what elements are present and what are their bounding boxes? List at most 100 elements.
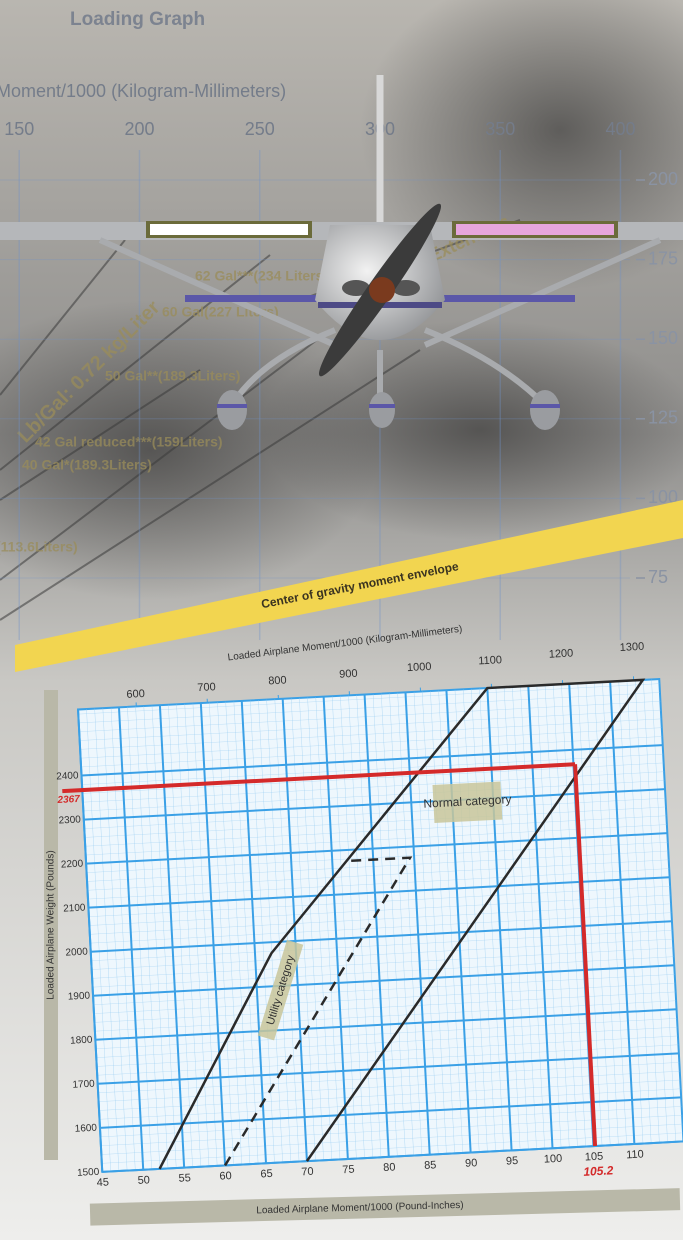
- x-tick-label: 400: [605, 119, 635, 139]
- y-tick-label: 1600: [74, 1123, 97, 1135]
- grid-line: [527, 685, 554, 1149]
- y-tick-label: 1900: [68, 991, 91, 1003]
- envelope-line: [223, 856, 413, 1167]
- envelope-chart: Loaded Airplane Moment/1000 (Kilogram-Mi…: [56, 624, 683, 1189]
- x-tick-label: 90: [465, 1157, 478, 1170]
- x2-tick-label: 1300: [619, 641, 644, 654]
- grid-line: [404, 692, 431, 1155]
- y-tick-label: 2100: [63, 902, 86, 914]
- x-tick-label: 70: [301, 1166, 314, 1179]
- cloud: [0, 300, 380, 600]
- y-tick-label: 150: [648, 328, 678, 348]
- y-axis-label: Loaded Airplane Weight (Pounds): [46, 850, 57, 999]
- grid-line: [609, 681, 636, 1145]
- wing-panel: [150, 224, 308, 235]
- wing-panel: [456, 224, 614, 235]
- x-tick-label: 350: [485, 119, 515, 139]
- annotation: Normal category: [423, 792, 512, 811]
- x2-tick-label: 1000: [407, 661, 432, 674]
- y-tick-label: 125: [648, 408, 678, 428]
- spinner: [369, 277, 395, 303]
- y-tick-label: 2200: [61, 858, 84, 870]
- y-tick-label: 75: [648, 567, 668, 587]
- y-tick-label: 1500: [77, 1167, 100, 1179]
- grid-line: [88, 876, 670, 909]
- grid-line: [363, 694, 390, 1157]
- x-label-band: [89, 1188, 681, 1226]
- x-tick-label: 105: [585, 1151, 604, 1164]
- x2-tick-label: 800: [268, 674, 287, 687]
- grid-line: [199, 703, 227, 1166]
- grid-line: [92, 964, 675, 997]
- grid-line: [322, 696, 349, 1160]
- cloud: [360, 0, 683, 290]
- grid-line: [83, 788, 666, 821]
- x-tick-label: 110: [626, 1148, 644, 1161]
- annotation: 62 Gal***(234 Liters): [195, 268, 328, 284]
- grid-line: [77, 709, 104, 1172]
- x-tick-label: 200: [124, 119, 154, 139]
- airplane: [0, 75, 683, 430]
- example-moment-label: 105.2: [583, 1163, 614, 1179]
- annotation: 42 Gal reduced***(159Liters): [35, 434, 223, 450]
- grid-line: [95, 1008, 677, 1041]
- x-tick-label: 85: [424, 1159, 437, 1172]
- y-tick-label: 175: [648, 248, 678, 268]
- example-weight-line: [62, 762, 576, 794]
- grid-line: [240, 700, 267, 1164]
- grid-line: [117, 707, 145, 1170]
- grid-line: [102, 1140, 683, 1173]
- title: Loading Graph: [70, 9, 205, 30]
- strut: [98, 237, 337, 348]
- wheels: [217, 390, 560, 430]
- x2-tick-label: 1200: [549, 647, 574, 660]
- x-tick-label: 50: [137, 1174, 150, 1187]
- x-tick-label: 60: [219, 1170, 232, 1183]
- intake: [392, 280, 420, 296]
- y-tick-label: 100: [648, 487, 678, 507]
- y-tick-label: 200: [648, 169, 678, 189]
- gear-leg: [423, 327, 548, 408]
- minor-grid: [78, 679, 683, 1172]
- x-tick-label: 150: [4, 119, 34, 139]
- annotation-box: [257, 939, 304, 1041]
- x-tick-label: 75: [342, 1164, 355, 1177]
- y-tick-label: 2400: [56, 770, 79, 782]
- example-weight-label: 2367: [56, 794, 80, 806]
- x-tick-label: 250: [245, 119, 275, 139]
- x-tick-label: 100: [544, 1153, 563, 1166]
- banner: [15, 500, 683, 672]
- grid-line: [90, 920, 672, 953]
- x2-tick-label: 900: [339, 668, 358, 681]
- grid-line: [445, 690, 472, 1153]
- grid-line: [97, 1052, 679, 1085]
- grid-line: [486, 687, 513, 1151]
- x-tick-label: 45: [96, 1176, 109, 1189]
- intake: [342, 280, 370, 296]
- annotation: (113.6Liters): [0, 539, 78, 555]
- grid-line: [81, 744, 663, 777]
- envelope-line: [158, 678, 646, 1170]
- x-tick-label: 65: [260, 1168, 273, 1181]
- annotation: 50 Gal**(189.3Liters): [105, 368, 240, 384]
- grid-line: [99, 1096, 682, 1129]
- cloud: [260, 320, 683, 540]
- x-tick-label: 80: [383, 1161, 396, 1174]
- example-moment-line: [573, 764, 598, 1147]
- annotation-box: [432, 781, 503, 824]
- grid-line: [281, 698, 308, 1162]
- x-tick-label: 55: [178, 1172, 191, 1185]
- x2-tick-label: 700: [197, 681, 216, 694]
- y-tick-label: 2000: [65, 946, 88, 958]
- x-tick-label: 95: [506, 1155, 519, 1168]
- strut: [423, 237, 662, 348]
- y-tick-label: 2300: [58, 814, 81, 826]
- x2-tick-label: 1100: [478, 654, 502, 667]
- x-axis-label: Moment/1000 (Kilogram-Millimeters): [0, 81, 286, 101]
- annotation: 40 Gal*(189.3Liters): [22, 457, 152, 473]
- y-label-band: [44, 690, 58, 1160]
- x2-tick-label: 600: [126, 688, 145, 701]
- grid-line: [86, 832, 668, 865]
- grid-line: [158, 705, 186, 1168]
